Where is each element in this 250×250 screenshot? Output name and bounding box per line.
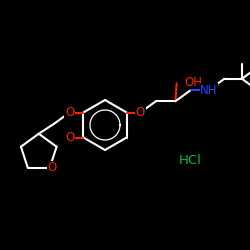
Text: HCl: HCl — [178, 154, 202, 166]
Text: OH: OH — [185, 76, 203, 88]
Text: O: O — [47, 161, 56, 174]
Text: O: O — [65, 131, 74, 144]
Text: NH: NH — [200, 84, 218, 96]
Text: O: O — [136, 106, 145, 119]
Text: O: O — [65, 106, 74, 119]
